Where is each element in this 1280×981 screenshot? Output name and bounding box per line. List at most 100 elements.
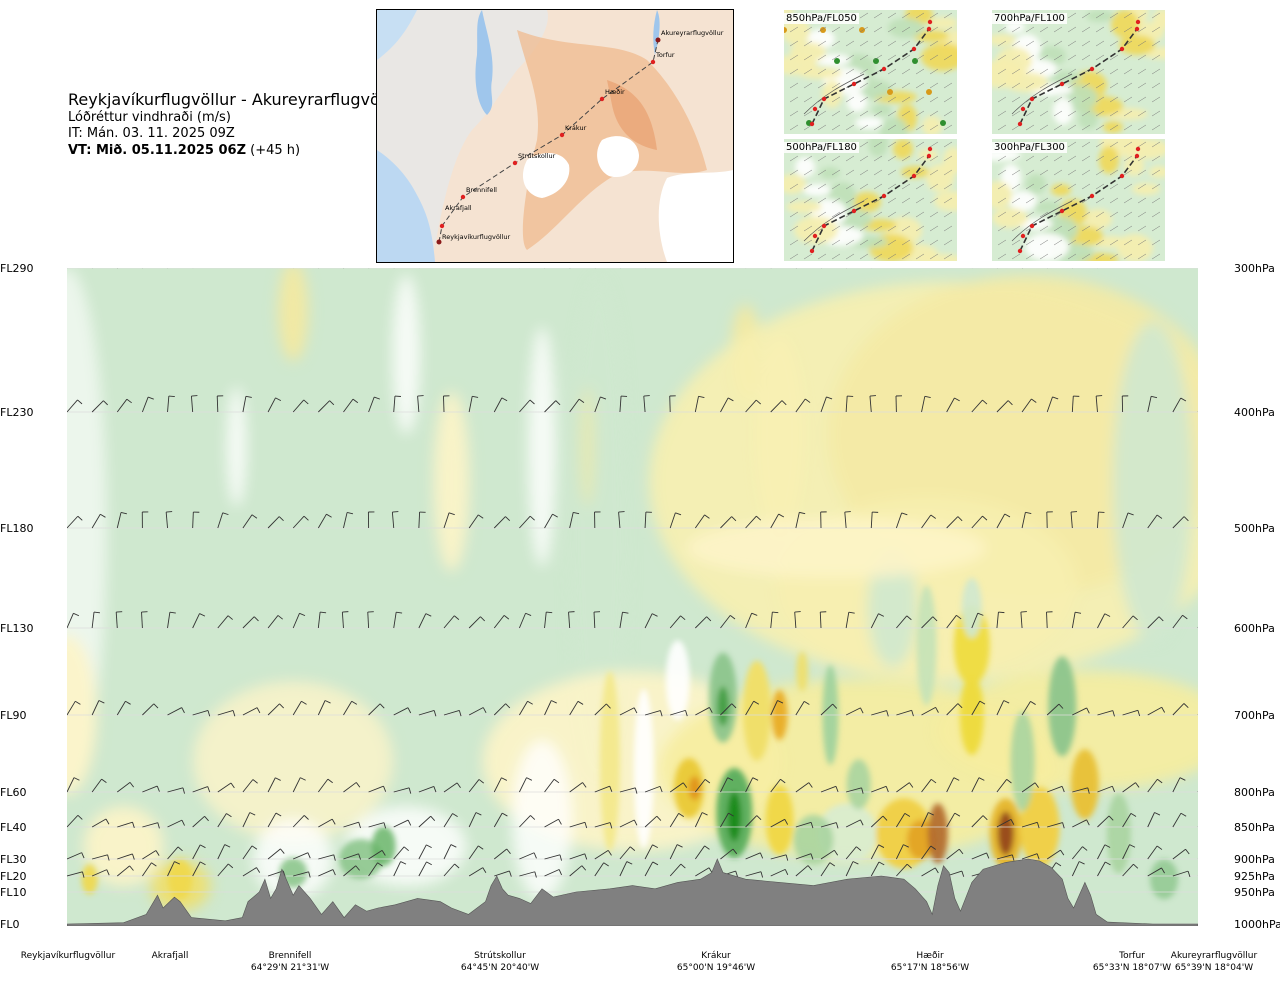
field-contour (599, 671, 620, 852)
wind-barb (971, 268, 973, 269)
wind-barb (493, 777, 508, 793)
wind-barb (996, 854, 1015, 861)
wind-barb (1172, 848, 1190, 860)
wind-barb (468, 395, 479, 413)
waypoint-name: Torfur (1119, 951, 1145, 961)
fl-tick-label: FL90 (0, 709, 26, 722)
wind-barb (493, 848, 511, 860)
wind-barb (267, 703, 285, 716)
wind-barb (167, 268, 169, 269)
field-contour (686, 518, 987, 578)
field-contour (168, 859, 193, 900)
wind-barb (971, 777, 985, 793)
field-contour (278, 268, 309, 362)
waypoint-label: Akureyrarflugvöllur 65°39'N 18°04'W (1154, 950, 1274, 974)
map-label-brennifell: Brennifell (466, 186, 497, 194)
wind-barb (91, 818, 110, 828)
field-contour (1010, 711, 1035, 812)
wind-barb (895, 395, 902, 413)
wind-barb (1047, 822, 1065, 829)
wind-barb (845, 819, 864, 828)
wind-barb (619, 611, 629, 629)
wind-barb (418, 511, 426, 529)
wind-barb (1197, 826, 1198, 827)
wind-barb (494, 268, 495, 269)
fl-tick-label: FL290 (0, 262, 33, 275)
wind-barb (192, 268, 194, 269)
field-contour (916, 585, 937, 706)
wind-barb (468, 616, 486, 629)
wind-barb (895, 844, 909, 860)
wind-barb (293, 268, 294, 269)
field-contour (1106, 793, 1131, 874)
waypoint-label: Reykjavíkurflugvöllur (8, 950, 128, 962)
wind-barb (343, 398, 359, 413)
wind-barb (317, 611, 327, 629)
wind-barb (694, 514, 710, 529)
wind-barb (644, 613, 658, 629)
wind-barb (795, 853, 814, 860)
wind-barb (770, 268, 772, 269)
wind-barb (619, 395, 628, 413)
wind-barb (770, 854, 789, 861)
waypoint-coord: 65°39'N 18°04'W (1174, 963, 1254, 973)
wind-barb (292, 815, 309, 828)
wind-barb (544, 869, 563, 877)
wind-barb (242, 268, 243, 269)
wind-barb (217, 813, 232, 828)
wind-barb (192, 710, 211, 717)
wind-barb (368, 850, 386, 860)
wind-barb (1147, 268, 1148, 269)
map-label-reykjavik: Reykjavíkurflugvöllur (442, 233, 511, 241)
wind-barb (343, 782, 361, 793)
wind-barb (618, 511, 625, 529)
wind-barb (745, 399, 762, 413)
wind-barb (443, 813, 458, 828)
wind-barb (418, 710, 437, 717)
wind-barb (518, 612, 532, 629)
wind-barb (468, 867, 487, 877)
wind-barb (117, 853, 135, 860)
wind-barb (292, 399, 309, 413)
wind-barb (1021, 701, 1036, 716)
wind-barb (393, 846, 409, 860)
wind-barb (794, 611, 801, 629)
wind-barb (669, 512, 682, 529)
wind-barb (67, 852, 85, 860)
wind-barb (141, 611, 148, 629)
terrain-profile (67, 858, 1198, 926)
fl-tick-label: FL40 (0, 821, 26, 834)
wind-barb (1197, 858, 1198, 859)
field-contour (953, 605, 990, 686)
pressure-tick-label: 600hPa (1234, 622, 1275, 635)
wind-barb (318, 268, 319, 269)
wind-barb (1021, 782, 1039, 793)
wind-barb (996, 513, 1011, 529)
wind-barb (1197, 527, 1198, 528)
wind-barb (594, 268, 596, 269)
wind-barb (418, 815, 436, 828)
wind-barb (267, 848, 285, 860)
wind-barb (770, 611, 779, 629)
wind-barb (1147, 778, 1163, 793)
waypoint-name: Akureyrarflugvöllur (1170, 951, 1258, 961)
wind-barb (242, 779, 258, 793)
field-contour (371, 826, 396, 867)
wind-barb (770, 400, 787, 413)
wind-barb (770, 818, 789, 828)
wind-barb (921, 268, 922, 269)
wind-barb (1097, 844, 1111, 860)
wind-barb (217, 863, 234, 877)
wind-barb (242, 707, 261, 716)
wind-barb (544, 700, 557, 716)
wind-barb (293, 852, 311, 860)
wind-barb (443, 863, 460, 877)
wind-barb (393, 395, 401, 413)
wind-barb (1122, 812, 1137, 828)
wind-barb (569, 821, 588, 829)
map-label-torfur: Torfur (655, 51, 675, 59)
wind-barb (368, 396, 381, 413)
wind-barb (142, 862, 157, 877)
wind-barb (192, 844, 206, 860)
wind-barb (391, 511, 399, 529)
